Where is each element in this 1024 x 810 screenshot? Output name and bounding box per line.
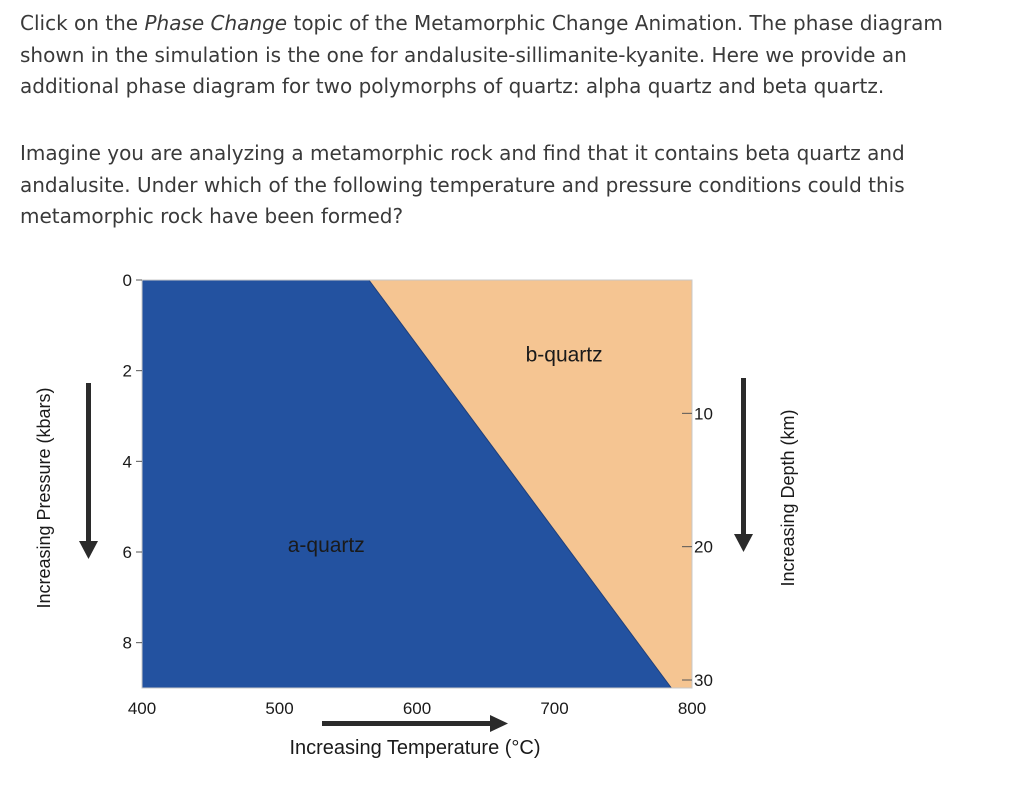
depth-arrow-head-icon (734, 534, 753, 552)
phase-boundary-line (368, 279, 672, 689)
depth-tick-label: 10 (694, 404, 713, 423)
question-paragraph-1: Click on the Phase Change topic of the M… (20, 8, 1010, 103)
beta-quartz-region (368, 280, 692, 688)
depth-tick-label: 20 (694, 538, 713, 557)
phase-change-topic: Phase Change (144, 11, 288, 35)
question-text: topic of the Metamorphic Change Animatio… (20, 11, 943, 98)
phase-diagram-figure: 400 500 600 700 800 0 2 4 6 8 10 20 30 a-quartz b-qua… (0, 258, 1024, 810)
temperature-arrow-head-icon (490, 715, 508, 732)
labels: a-quartz b-quartz Increasing Pressure (kba… (34, 344, 798, 759)
x-tick-label: 700 (540, 699, 568, 718)
x-axis-title: Increasing Temperature (°C) (289, 737, 540, 759)
plot-frame (141, 279, 693, 689)
temperature-arrow-icon (322, 721, 492, 726)
b-quartz-label: b-quartz (526, 344, 603, 367)
y-tick-label: 8 (123, 634, 132, 653)
depth-arrow-icon (741, 378, 746, 536)
x-tick-label: 800 (678, 699, 706, 718)
alpha-quartz-region (142, 280, 672, 688)
x-tick-label: 600 (403, 699, 431, 718)
y-tick-label: 4 (123, 452, 132, 471)
a-quartz-label: a-quartz (288, 534, 365, 557)
x-tick-label: 400 (128, 699, 156, 718)
y-tick-label: 6 (123, 543, 132, 562)
y-tick-label: 2 (123, 362, 132, 381)
phase-diagram-chart: 400 500 600 700 800 0 2 4 6 8 10 20 30 a-quartz b-qua… (34, 271, 798, 759)
y2-axis-title: Increasing Depth (km) (778, 409, 798, 586)
y-axis-title: Increasing Pressure (kbars) (34, 387, 54, 608)
axes: 400 500 600 700 800 0 2 4 6 8 10 20 30 (79, 271, 753, 732)
x-tick-label: 500 (265, 699, 293, 718)
y-tick-label: 0 (123, 271, 132, 290)
question-paragraph-2: Imagine you are analyzing a metamorphic … (20, 141, 905, 228)
depth-tick-label: 30 (694, 671, 713, 690)
pressure-arrow-head-icon (79, 541, 98, 559)
question-text: Click on the (20, 11, 145, 35)
plot-area (141, 279, 693, 689)
pressure-arrow-icon (86, 383, 91, 543)
